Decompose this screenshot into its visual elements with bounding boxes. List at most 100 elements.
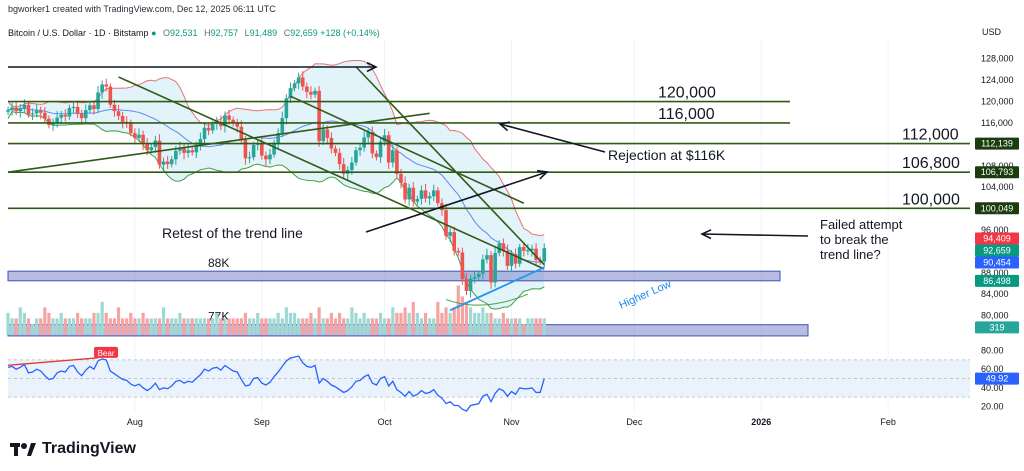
volume-bar (288, 312, 293, 335)
candle-body (169, 159, 174, 165)
candle-body (92, 105, 96, 110)
volume-bar (518, 318, 522, 335)
candle-body (423, 190, 428, 199)
volume-bar (39, 318, 43, 335)
volume-bar (464, 301, 469, 335)
arrow-failed-attempt (701, 233, 809, 237)
candle-body (309, 91, 313, 95)
price-tag-label: 106,793 (981, 167, 1014, 177)
trend-line-3 (290, 95, 525, 204)
candle-body (83, 110, 88, 119)
volume-bar (6, 312, 10, 335)
level-label-2: 112,000 (902, 127, 959, 144)
volume-bar (313, 318, 317, 335)
volume-bar (202, 318, 207, 335)
volume-bar (137, 318, 141, 335)
volume-bar (411, 301, 415, 335)
volume-bar (84, 318, 88, 335)
candle-body (354, 150, 358, 163)
candle-body (34, 110, 39, 114)
volume-bar (305, 318, 309, 335)
open-value: 92,531 (170, 28, 198, 38)
volume-bar (264, 318, 268, 335)
candle-body (18, 107, 23, 112)
volume-bar (428, 318, 432, 335)
candle-body (272, 142, 276, 155)
candle-body (460, 252, 465, 280)
x-tick-label: Oct (378, 417, 393, 427)
status-dot-icon: ● (151, 28, 157, 38)
volume-bar (477, 312, 481, 335)
volume-bar (211, 318, 215, 335)
candle-body (411, 187, 416, 202)
volume-bar (342, 318, 346, 335)
price-tick-label: 80,000 (981, 311, 1009, 321)
candle-body (292, 83, 297, 89)
volume-bar (14, 318, 18, 335)
candle-body (30, 113, 35, 115)
candle-body (100, 84, 104, 93)
open-label: O (163, 28, 171, 38)
candle-body (521, 247, 526, 251)
rsi-line (7, 355, 545, 412)
candle-body (300, 77, 305, 87)
candle-body (161, 161, 166, 165)
candle-body (472, 277, 477, 279)
annotation-higher-low: Higher Low (617, 278, 673, 312)
candle-body (534, 248, 538, 260)
price-tag-label: 100,049 (981, 203, 1014, 213)
volume-bar (63, 318, 67, 335)
volume-bar (59, 312, 63, 335)
x-tick-label: 2026 (751, 417, 771, 427)
volume-bar (30, 323, 35, 335)
price-tick-label: 108,000 (981, 161, 1014, 171)
volume-bar (190, 318, 194, 335)
candle-body (325, 129, 330, 138)
candle-body (145, 143, 149, 151)
candle-body (71, 106, 76, 108)
higher-low-line (449, 266, 545, 312)
volume-bar (337, 312, 342, 335)
candle-body (129, 122, 133, 134)
volume-bar (538, 318, 542, 335)
volume-bar (223, 318, 227, 335)
candle-body (231, 119, 235, 124)
volume-bar (514, 318, 518, 335)
volume-bar (444, 307, 448, 335)
candle-body (452, 232, 457, 251)
candle-body (350, 162, 354, 171)
volume-bar (182, 318, 186, 335)
volume-bar (141, 312, 145, 335)
candle-body (337, 152, 342, 165)
candle-body (79, 113, 84, 119)
volume-bar (157, 318, 162, 335)
volume-bar (383, 318, 387, 335)
volume-bar (104, 312, 108, 335)
volume-bar (378, 312, 383, 335)
volume-bar (501, 312, 505, 335)
volume-bar (26, 318, 31, 335)
change-value: +128 (+0.14%) (320, 28, 380, 38)
volume-bar (80, 318, 84, 335)
volume-bar (145, 318, 149, 335)
candle-body (194, 146, 199, 153)
tradingview-logo: TradingView (10, 440, 136, 458)
candle-body (517, 247, 522, 264)
rsi-tick-label: 20.00 (981, 401, 1004, 411)
candle-body (186, 150, 190, 153)
arrow-rejection (499, 123, 606, 153)
arrow-rejection-head (498, 121, 510, 132)
candle-body (247, 157, 252, 159)
candle-body (14, 107, 18, 112)
candle-body (321, 129, 326, 142)
candle-body (481, 259, 485, 274)
candle-body (395, 150, 399, 174)
volume-bar (395, 312, 399, 335)
candle-body (476, 273, 481, 278)
rsi-tick-label: 80.00 (981, 346, 1004, 356)
candle-body (485, 255, 489, 260)
volume-bar (71, 318, 76, 335)
candle-body (251, 144, 256, 158)
price-tick-label: 120,000 (981, 97, 1014, 107)
